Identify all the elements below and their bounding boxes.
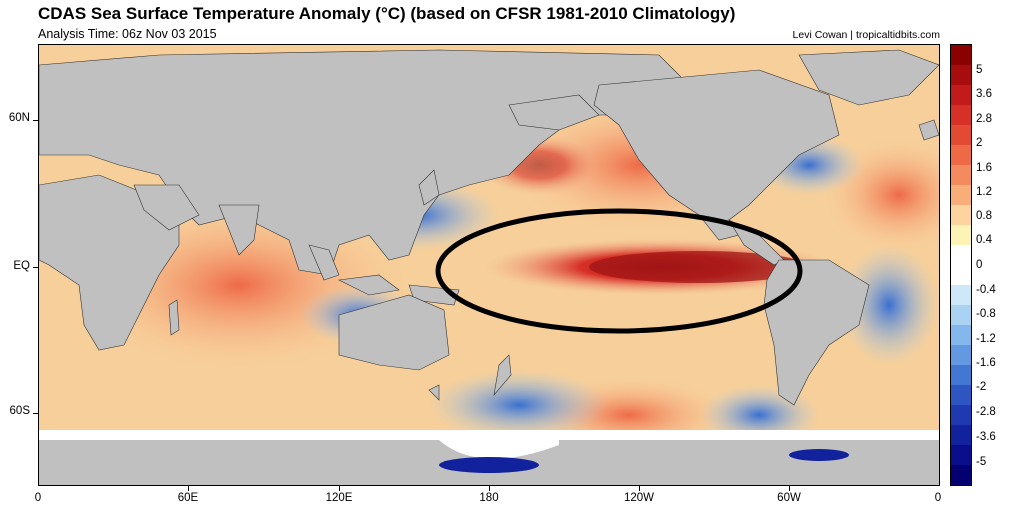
xtick-mark bbox=[789, 486, 790, 491]
ytick-mark bbox=[33, 120, 38, 121]
colorbar-label: 0 bbox=[976, 259, 983, 271]
colorbar-segment bbox=[951, 225, 971, 245]
colorbar-segment bbox=[951, 45, 971, 65]
ytick-60n: 60N bbox=[8, 112, 30, 124]
xtick-mark bbox=[639, 486, 640, 491]
colorbar-segment bbox=[951, 405, 971, 425]
colorbar-label: -1.6 bbox=[976, 357, 996, 369]
colorbar-segment bbox=[951, 85, 971, 105]
map-graphic bbox=[39, 45, 939, 485]
colorbar-segment bbox=[951, 125, 971, 145]
xtick-120e: 120E bbox=[325, 492, 353, 504]
colorbar-label: -1.2 bbox=[976, 333, 996, 345]
colorbar-label: 1.2 bbox=[976, 186, 992, 198]
xtick-mark bbox=[339, 486, 340, 491]
colorbar-segment bbox=[951, 245, 971, 265]
colorbar-label: -0.4 bbox=[976, 284, 996, 296]
chart-title: CDAS Sea Surface Temperature Anomaly (°C… bbox=[38, 4, 736, 23]
colorbar-label: -2 bbox=[976, 381, 987, 393]
sst-anomaly-map bbox=[38, 44, 940, 486]
colorbar-label: 1.6 bbox=[976, 162, 992, 174]
ytick-mark bbox=[33, 267, 38, 268]
ytick-60s: 60S bbox=[9, 405, 30, 417]
colorbar-label: -2.8 bbox=[976, 406, 996, 418]
xtick-180: 180 bbox=[479, 492, 499, 504]
colorbar-segment bbox=[951, 265, 971, 285]
xtick-120w: 120W bbox=[623, 492, 655, 504]
colorbar-segment bbox=[951, 345, 971, 365]
colorbar-segment bbox=[951, 285, 971, 305]
colorbar-label: -3.6 bbox=[976, 431, 996, 443]
colorbar-label: 2 bbox=[976, 137, 983, 149]
colorbar-segment bbox=[951, 305, 971, 325]
colorbar-segment bbox=[951, 445, 971, 465]
colorbar-label: 0.4 bbox=[976, 234, 992, 246]
el-nino-highlight-ellipse bbox=[435, 208, 803, 334]
xtick-0: 0 bbox=[34, 492, 42, 504]
xtick-60w: 60W bbox=[777, 492, 801, 504]
colorbar-segment bbox=[951, 425, 971, 445]
ytick-mark bbox=[33, 413, 38, 414]
colorbar-label: 2.8 bbox=[976, 113, 992, 125]
colorbar-segment bbox=[951, 145, 971, 165]
credit-text: Levi Cowan | tropicaltidbits.com bbox=[792, 29, 940, 41]
colorbar-label: 0.8 bbox=[976, 210, 992, 222]
xtick-60e: 60E bbox=[177, 492, 199, 504]
xtick-0-east: 0 bbox=[934, 492, 942, 504]
colorbar-label: 5 bbox=[976, 64, 983, 76]
colorbar-segment bbox=[951, 65, 971, 85]
colorbar-segment bbox=[951, 465, 971, 485]
analysis-time: Analysis Time: 06z Nov 03 2015 bbox=[38, 27, 217, 41]
ytick-eq: EQ bbox=[13, 260, 30, 272]
colorbar-segment bbox=[951, 205, 971, 225]
colorbar-label: -0.8 bbox=[976, 308, 996, 320]
colorbar-segment bbox=[951, 105, 971, 125]
colorbar-segment bbox=[951, 165, 971, 185]
colorbar-segment bbox=[951, 185, 971, 205]
colorbar-segment bbox=[951, 325, 971, 345]
xtick-mark bbox=[188, 486, 189, 491]
xtick-mark bbox=[489, 486, 490, 491]
colorbar-label: -5 bbox=[976, 456, 987, 468]
colorbar-label: 3.6 bbox=[976, 88, 992, 100]
colorbar-segment bbox=[951, 385, 971, 405]
colorbar-segment bbox=[951, 365, 971, 385]
colorbar bbox=[950, 44, 972, 486]
